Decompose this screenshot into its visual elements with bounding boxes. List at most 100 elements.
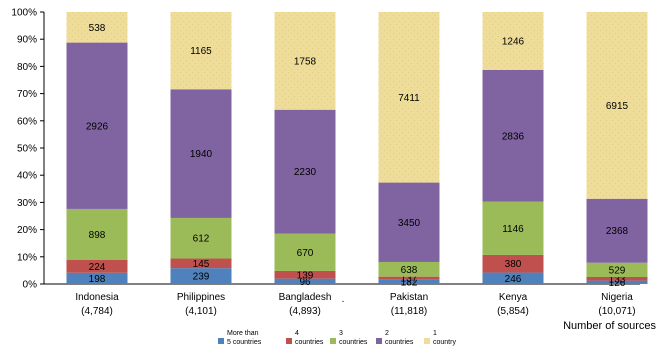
bar-segment [378,261,440,277]
category-total: (4,893) [289,306,321,317]
y-tick-label: 50% [17,144,37,155]
bar-segment [586,277,648,281]
data-label: 612 [193,234,210,245]
bar-segment [274,270,336,279]
y-tick-label: 90% [17,35,37,46]
y-tick-label: 20% [17,225,37,236]
legend-label: 5 countries [227,339,262,346]
data-label: 898 [89,230,106,241]
data-label: 246 [505,274,522,285]
bar-segment [586,262,648,278]
category-label: Kenya [499,292,528,303]
legend-label: 4 [295,330,299,337]
data-label: 2230 [294,167,317,178]
bar-segment [274,233,336,271]
category-labels: Indonesia (4,784) Philippines (4,101) Bangla… [75,292,635,317]
data-label: 1940 [190,149,213,160]
bar-segment [586,280,648,284]
bar-segment [586,198,648,263]
data-label: 182 [401,277,418,288]
bar-segment [378,276,440,280]
bar-segment [170,258,232,269]
bar-segment [482,201,544,255]
legend-label: 3 [339,330,343,337]
bar-segment [378,12,440,183]
y-tick-label: 0% [23,280,38,291]
category-label: Philippines [177,292,225,303]
data-label: 126 [609,278,626,289]
data-label: 2836 [502,131,525,142]
bar-segment [274,109,336,234]
bar-segment [66,42,128,209]
data-label: 239 [193,272,210,283]
bar-segment [170,268,232,284]
y-tick-label: 10% [17,252,37,263]
category-label: Indonesia [75,292,119,303]
data-label: 139 [297,270,314,281]
category-label: Bangladesh [279,292,332,303]
legend-label: 1 [433,330,437,337]
legend-swatch [218,338,224,344]
bar-segment [482,69,544,202]
y-tick-label: 40% [17,171,37,182]
y-tick-label: 80% [17,62,37,73]
data-label: 1246 [502,36,525,47]
legend-label: countries [385,339,414,346]
legend-label: More than [227,330,259,337]
legend-swatch [286,338,292,344]
bar-segment [274,12,336,110]
bar-segment [170,89,232,218]
category-total: (4,784) [81,306,113,317]
data-label: 224 [89,262,106,273]
bar-segment [482,12,544,70]
legend-swatch [330,338,336,344]
category-total: (5,854) [497,306,529,317]
category-label: Pakistan [390,292,428,303]
data-label: 145 [193,259,210,270]
category-label: Nigeria [601,292,633,303]
x-axis-title: Number of sources [563,320,656,332]
data-label: 670 [297,248,314,259]
data-label: 2926 [86,121,109,132]
data-label: 638 [401,265,418,276]
legend-swatch [424,338,430,344]
bar-segment [586,12,648,199]
data-label: 198 [89,274,106,285]
legend-label: country [433,339,456,346]
bar-segment [66,260,128,273]
category-total: (11,818) [391,306,428,317]
bar-segment [66,208,128,261]
axes: 0% 10% 20% 30% 40% 50% 60% 70% 80% 90% 100% [11,8,640,291]
bar-segment [66,12,128,43]
legend: More than 5 countries 4 countries 3 countries… [218,330,456,346]
bar-segment [170,12,232,90]
data-label: 380 [505,259,522,270]
data-label: 137 [401,274,418,285]
legend-swatch [376,338,382,344]
y-tick-label: 70% [17,89,37,100]
data-label: 1165 [190,46,212,57]
y-tick-label: 30% [17,198,37,209]
bar-segment [482,272,544,284]
legend-label: countries [295,339,324,346]
category-total: (4,101) [185,306,217,317]
bar-segment [274,278,336,284]
bar-segment [66,272,128,284]
data-label: 529 [609,265,626,276]
bar-segment [378,182,440,262]
bar-segment [482,254,544,273]
data-label: 7411 [398,93,420,104]
legend-label: countries [339,339,368,346]
data-label: 133 [609,274,626,285]
bar-segment [170,217,232,259]
y-tick-label: 60% [17,116,37,127]
data-label: 1758 [294,56,317,67]
data-label: 3450 [398,218,421,229]
y-tick-label: 100% [11,8,37,19]
data-label: 96 [299,277,311,288]
category-total: (10,071) [598,306,635,317]
data-label: 1146 [502,224,524,235]
data-label: 6915 [606,101,629,112]
